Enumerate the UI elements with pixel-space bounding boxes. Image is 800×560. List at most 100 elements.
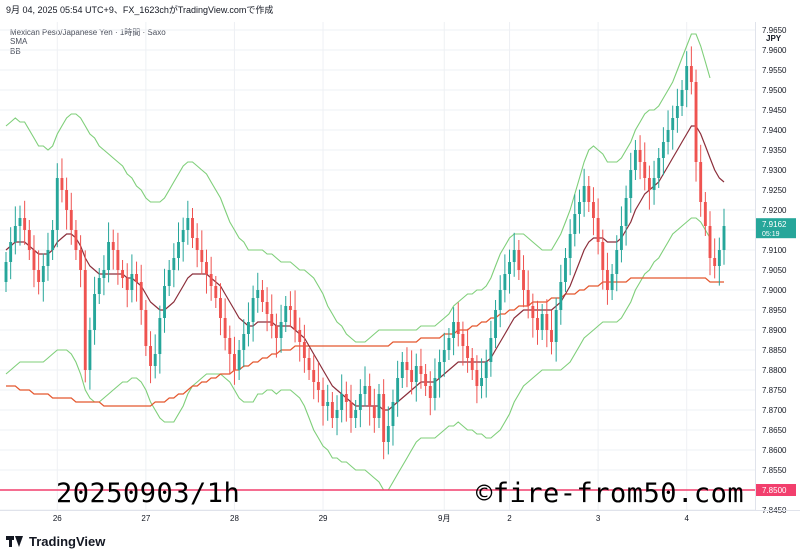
candle-body — [121, 270, 125, 278]
candle-body — [302, 342, 306, 358]
candle-body — [708, 226, 712, 258]
candle-body — [158, 318, 162, 354]
candle-body — [116, 250, 120, 270]
candle-body — [330, 402, 334, 418]
candle-body — [475, 370, 479, 386]
candle-body — [349, 402, 353, 418]
candle-body — [358, 394, 362, 410]
candle-body — [181, 230, 185, 242]
candle-body — [470, 358, 474, 370]
candle-body — [414, 366, 418, 382]
candle-body — [60, 178, 64, 190]
candle-body — [573, 214, 577, 234]
candle-body — [410, 370, 414, 382]
candle-body — [153, 354, 157, 366]
candle-body — [228, 338, 232, 354]
candle-body — [219, 298, 222, 318]
candle-body — [242, 334, 246, 350]
indicator-bb-label[interactable]: BB — [10, 47, 21, 56]
price-tick-label: 7.9300 — [762, 166, 787, 175]
candle-body — [139, 282, 143, 310]
candle-body — [605, 270, 609, 290]
price-tick-label: 7.8900 — [762, 326, 787, 335]
candle-body — [638, 150, 642, 162]
candle-body — [97, 278, 101, 294]
candle-body — [717, 250, 721, 266]
copyright-annotation: ©fire-from50.com — [476, 478, 745, 509]
candle-body — [633, 150, 637, 170]
candle-body — [88, 330, 92, 370]
candle-body — [424, 374, 428, 386]
candle-body — [377, 394, 381, 418]
tradingview-logo-icon — [6, 535, 24, 548]
candle-body — [689, 66, 693, 82]
candle-body — [363, 386, 367, 394]
candle-body — [442, 350, 446, 362]
candle-body — [223, 318, 227, 338]
candle-body — [400, 362, 404, 378]
candle-body — [9, 242, 13, 262]
candle-body — [522, 270, 525, 290]
candle-body — [647, 178, 651, 190]
candle-body — [265, 302, 269, 314]
indicator-sma-label[interactable]: SMA — [10, 37, 28, 46]
candle-body — [489, 338, 493, 362]
last-price-badge — [756, 218, 796, 239]
candle-body — [69, 210, 73, 230]
price-tick-label: 7.9250 — [762, 186, 787, 195]
candle-body — [79, 250, 83, 270]
candle-body — [652, 178, 656, 190]
candle-body — [405, 362, 409, 370]
candle-body — [419, 366, 423, 374]
candle-body — [601, 242, 605, 270]
timeframe-annotation: 20250903/1h — [56, 478, 241, 509]
candle-body — [4, 262, 8, 282]
last-price-value: 7.9162 — [762, 220, 787, 229]
candle-body — [610, 274, 614, 290]
candle-body — [298, 330, 302, 342]
bar-countdown: 05:19 — [762, 231, 780, 238]
candle-body — [666, 130, 670, 142]
candle-body — [554, 310, 558, 342]
candle-body — [722, 226, 726, 250]
candle-body — [619, 226, 623, 250]
candle-body — [107, 242, 111, 270]
candle-body — [167, 270, 171, 286]
price-tick-label: 7.8750 — [762, 386, 787, 395]
candle-body — [312, 370, 316, 382]
candle-body — [130, 274, 134, 290]
candle-body — [191, 218, 194, 238]
candle-body — [83, 270, 87, 370]
tradingview-logo[interactable]: TradingView — [6, 534, 105, 549]
candle-body — [428, 386, 432, 398]
time-tick-label: 3 — [596, 514, 601, 523]
candle-body — [559, 282, 563, 310]
price-tick-label: 7.8800 — [762, 366, 787, 375]
price-tick-label: 7.8550 — [762, 466, 787, 475]
candle-body — [503, 274, 507, 290]
symbol-legend[interactable]: Mexican Peso/Japanese Yen · 1時間 · Saxo — [10, 28, 166, 37]
candle-body — [526, 290, 530, 306]
candle-body — [260, 290, 264, 302]
price-tick-label: 7.9600 — [762, 46, 787, 55]
candle-body — [661, 142, 665, 158]
candle-body — [233, 354, 236, 370]
candle-body — [550, 330, 553, 342]
candle-body — [270, 314, 274, 326]
price-tick-label: 7.9350 — [762, 146, 787, 155]
candle-body — [93, 294, 97, 330]
candle-body — [74, 230, 78, 250]
candle-body — [284, 306, 288, 322]
candle-body — [279, 322, 283, 338]
candle-body — [438, 362, 442, 378]
candle-body — [624, 198, 628, 226]
candle-body — [447, 338, 451, 350]
price-tick-label: 7.8650 — [762, 426, 787, 435]
candle-body — [246, 322, 250, 334]
candle-body — [186, 218, 190, 230]
currency-label: JPY — [766, 34, 782, 43]
candle-body — [703, 202, 707, 226]
level-price-value: 7.8500 — [762, 486, 787, 495]
candle-body — [316, 382, 320, 390]
